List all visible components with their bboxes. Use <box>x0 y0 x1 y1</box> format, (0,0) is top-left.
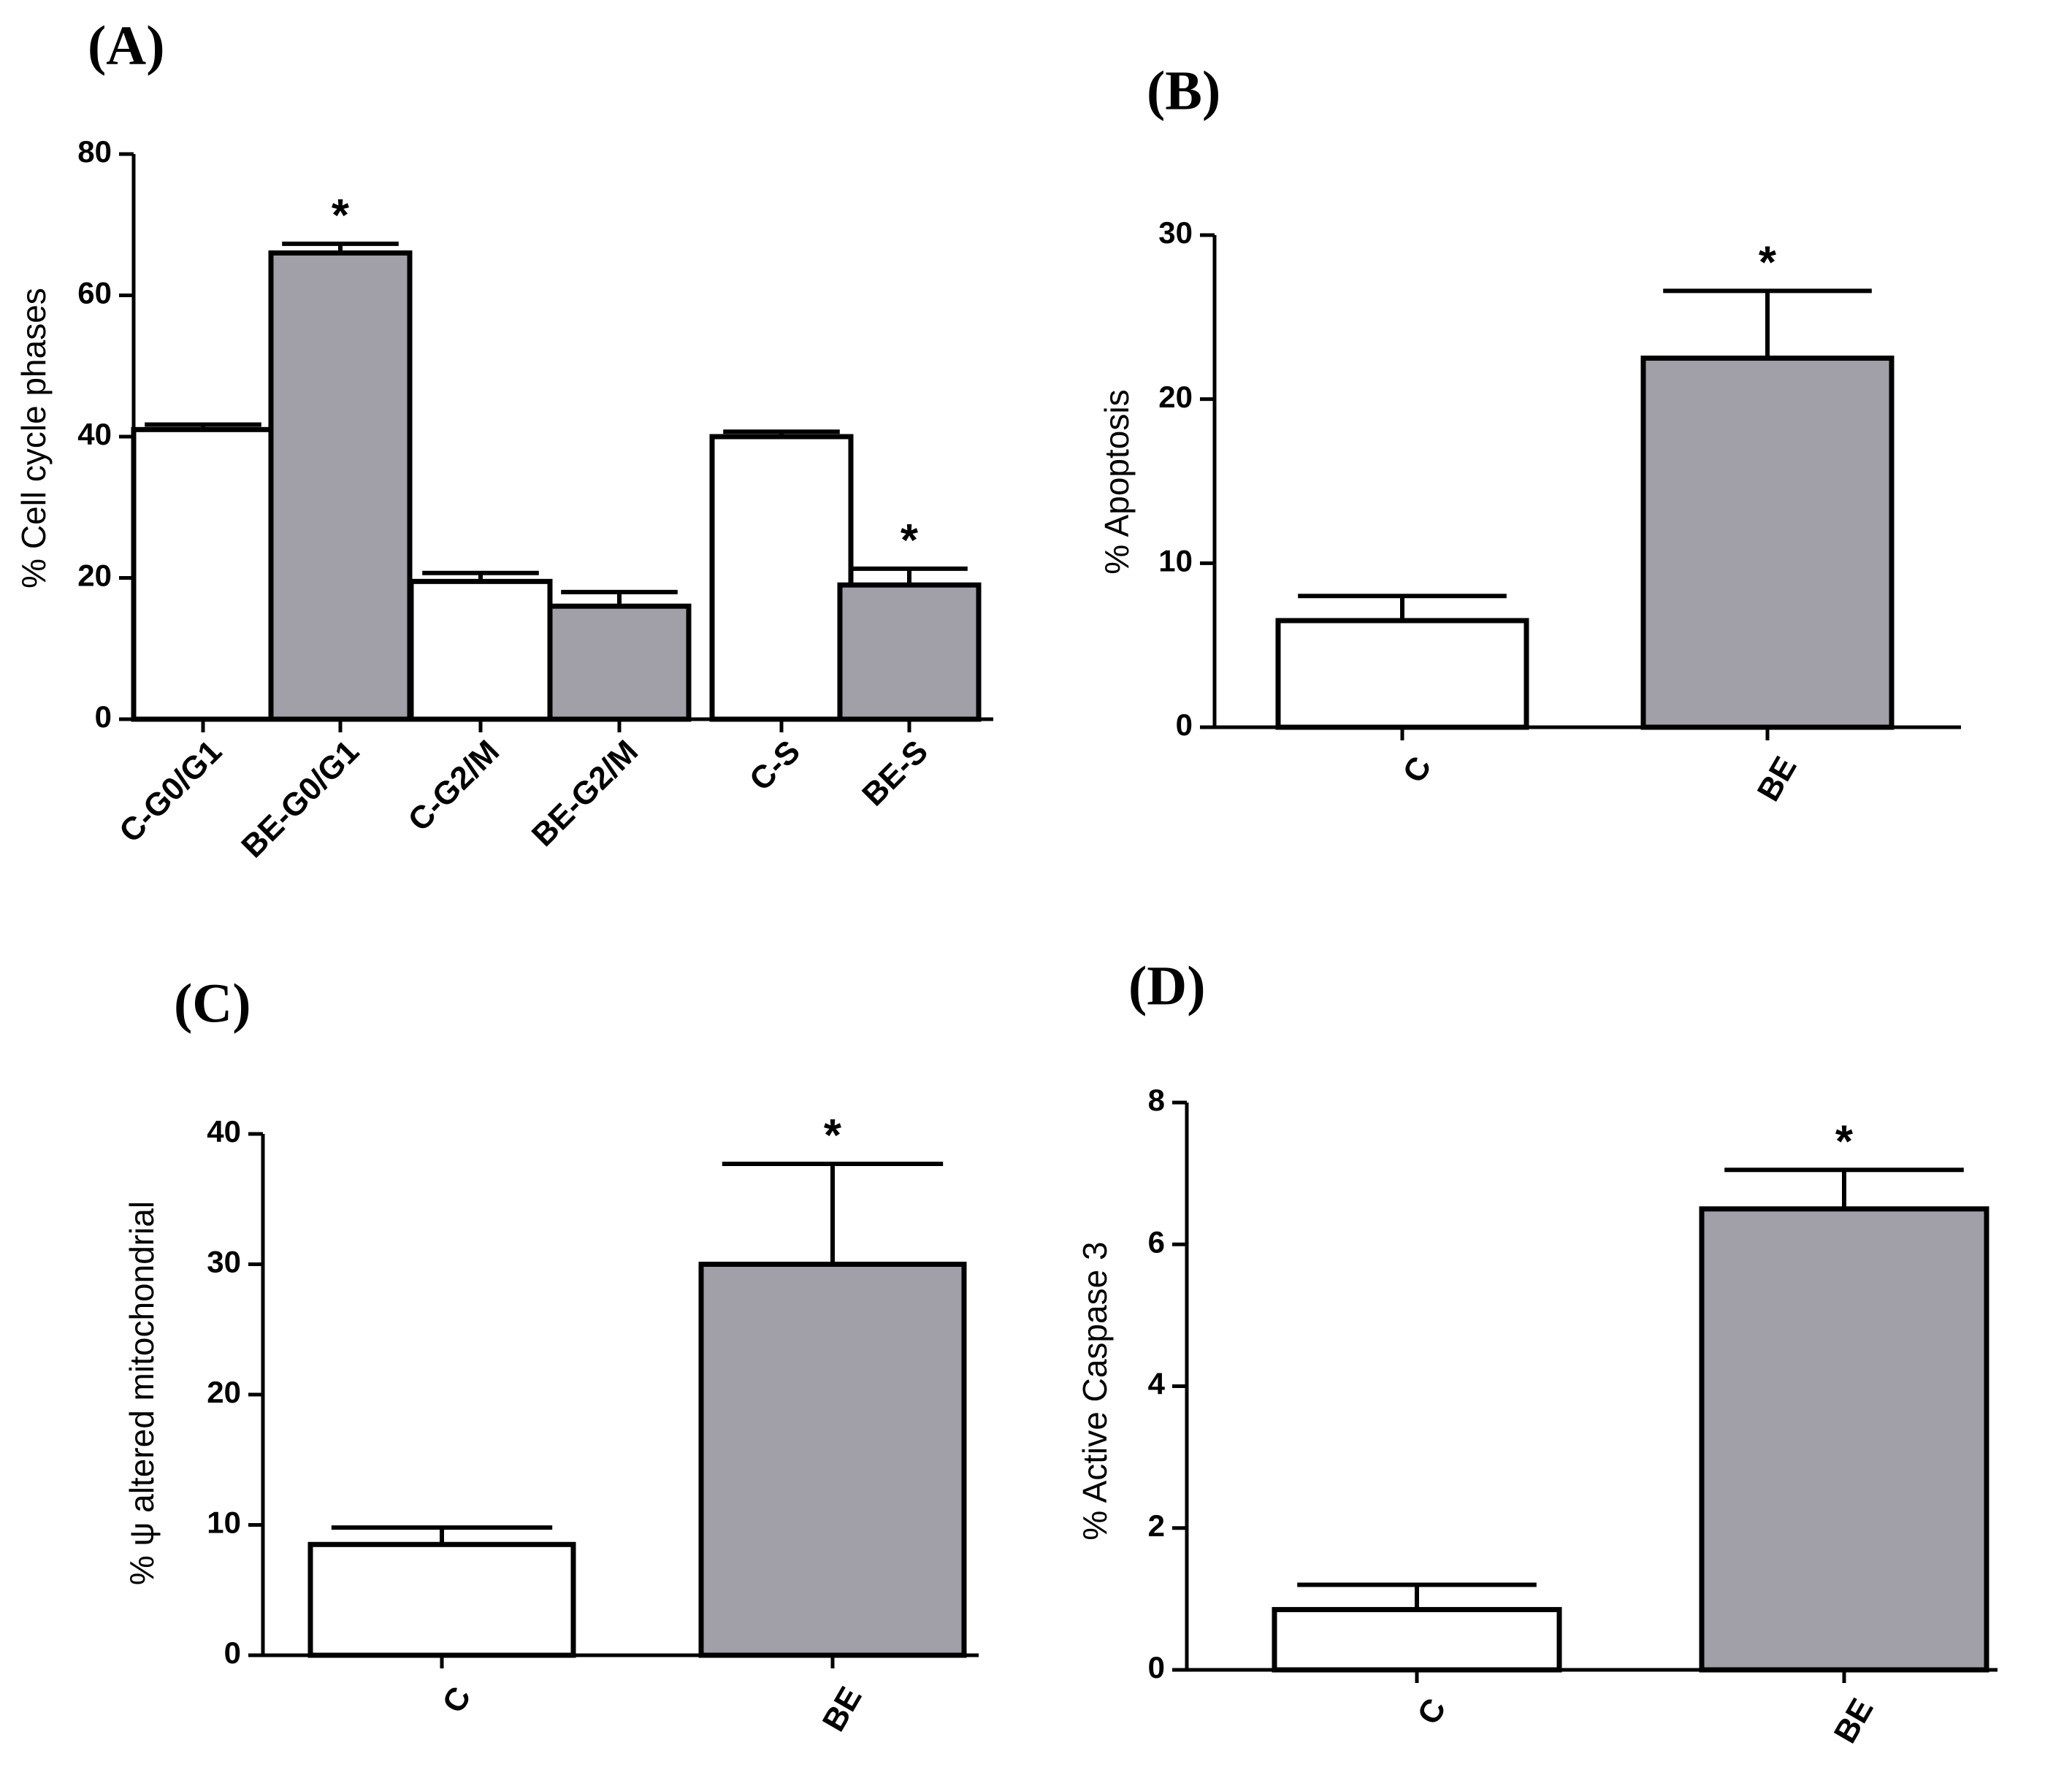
y-axis-title: % Active Caspase 3 <box>1076 1241 1114 1540</box>
x-category-label: BE-G0/G1 <box>234 733 366 865</box>
x-category-label: C-G2/M <box>402 733 507 838</box>
significance-star: * <box>1835 1116 1854 1167</box>
y-tick-label: 10 <box>207 1506 241 1540</box>
y-tick-label: 60 <box>77 276 112 310</box>
y-tick-label: 40 <box>77 417 112 451</box>
panel-label: (B) <box>1147 60 1220 121</box>
x-category-label: BE <box>816 1681 869 1737</box>
bar-C-G0/G1 <box>131 426 275 722</box>
x-category-label: C <box>1396 751 1438 789</box>
bar-BE <box>698 1262 967 1658</box>
y-tick-label: 4 <box>1148 1367 1166 1401</box>
y-tick-label: 0 <box>224 1636 241 1670</box>
x-category-label: C-S <box>743 733 807 797</box>
y-axis-title: % Cell cycle phases <box>15 288 53 589</box>
y-tick-label: 6 <box>1148 1224 1165 1259</box>
y-tick-label: 80 <box>77 134 112 169</box>
bar-C <box>1272 1606 1562 1673</box>
bar-BE-G0/G1 <box>268 250 413 722</box>
y-axis-title: % ψ altered mitochondrial <box>123 1201 161 1585</box>
bar-C-S <box>709 434 854 722</box>
y-tick-label: 0 <box>95 699 112 734</box>
panel-label: (A) <box>88 15 165 76</box>
x-category-label: BE <box>1827 1692 1881 1749</box>
chart-panel-2: (C) % ψ altered mitochondrial 0 10 20 30 40 C BE… <box>123 973 979 1738</box>
y-tick-label: 0 <box>1176 708 1193 742</box>
significance-star: * <box>1759 237 1777 288</box>
x-category-label: C <box>1410 1692 1453 1730</box>
y-axis-title: % Apoptosis <box>1098 389 1136 574</box>
x-category-label: BE <box>1751 751 1804 807</box>
y-tick-label: 20 <box>77 559 112 593</box>
x-category-label: C <box>435 1681 478 1719</box>
y-tick-label: 20 <box>207 1375 241 1409</box>
bar-BE <box>1640 356 1895 730</box>
significance-star: * <box>332 191 350 241</box>
x-category-label: BE-G2/M <box>525 733 645 853</box>
y-tick-label: 40 <box>207 1114 241 1149</box>
bar-BE-S <box>837 582 982 722</box>
y-tick-label: 20 <box>1158 380 1193 414</box>
bar-C <box>307 1541 576 1658</box>
x-category-label: BE-S <box>855 733 935 813</box>
bar-C <box>1275 618 1529 730</box>
bar-BE-G2/M <box>547 603 692 722</box>
y-tick-label: 10 <box>1158 543 1193 578</box>
panel-label: (C) <box>174 973 251 1034</box>
bar-C-G2/M <box>408 578 553 722</box>
y-tick-label: 8 <box>1148 1083 1165 1117</box>
panel-label: (D) <box>1128 955 1206 1016</box>
chart-panel-3: (D) % Active Caspase 3 0 2 4 6 8 C BE * <box>1076 955 1998 1749</box>
significance-star: * <box>824 1111 842 1161</box>
significance-star: * <box>901 515 919 566</box>
y-tick-label: 2 <box>1148 1508 1165 1543</box>
y-tick-label: 30 <box>1158 215 1193 250</box>
y-tick-label: 0 <box>1148 1650 1165 1684</box>
bar-BE <box>1699 1206 1989 1673</box>
chart-panel-1: (B) % Apoptosis 0 10 20 30 C BE * <box>1098 60 1961 808</box>
x-category-label: C-G0/G1 <box>112 733 229 849</box>
y-tick-label: 30 <box>207 1245 241 1279</box>
